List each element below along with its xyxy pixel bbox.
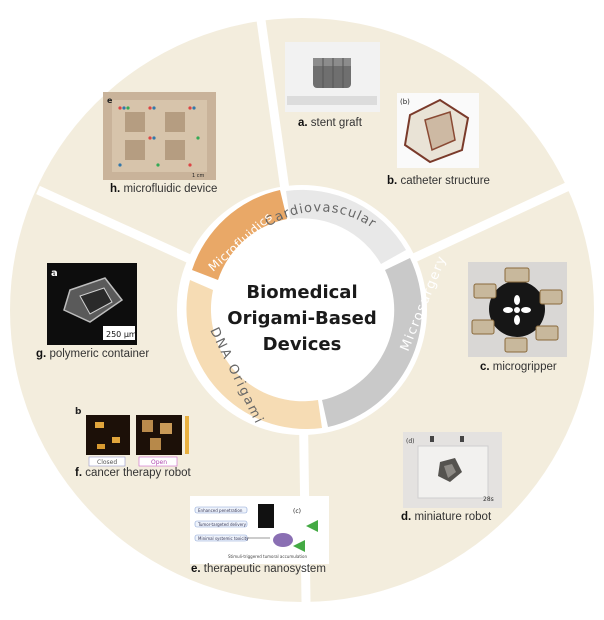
therapeutic-nanosystem-image [190,496,329,564]
band-microfluidics [192,190,287,280]
microgripper-image [468,262,567,357]
caption-polymeric-container: g. polymeric container [36,348,150,360]
miniature-robot-time: 28s [483,496,494,503]
center-title-line-2: Origami-Based [227,308,377,329]
center-title-line-1: Biomedical [246,282,358,303]
center-title: Biomedical Origami-Based Devices [222,280,382,358]
container-scale-label: 250 μm [106,330,137,339]
nanosystem-line-3: Minimal systemic toxicity [198,536,249,541]
caption-catheter-structure: b. catheter structure [387,175,490,187]
miniature-robot-image [403,432,502,508]
polymeric-container-image [47,263,137,345]
nanosystem-line-2: Tumor-targeted delivery [197,522,247,527]
caption-cancer-therapy-robot: f. cancer therapy robot [75,467,191,479]
band-microsurgery [322,258,422,427]
miniature-robot-panel-letter: (d) [406,438,415,445]
caption-stent-graft: a. stent graft [298,117,362,129]
center-title-line-3: Devices [262,334,342,355]
nanosystem-panel-letter: (c) [293,508,301,515]
caption-therapeutic-nanosystem: e. therapeutic nanosystem [191,563,326,575]
catheter-structure-image [397,93,479,168]
nanosystem-bottom-text: Stimuli-triggered tumoral accumulation [228,554,307,559]
cancer-therapy-robot-image [86,415,189,467]
microfluidic-scale-label: 1 cm [192,173,205,179]
band-cardiovascular [286,189,406,264]
caption-miniature-robot: d. miniature robot [401,511,492,523]
microfluidic-device-image [103,92,216,180]
stent-graft-image [285,42,380,112]
catheter-panel-letter: (b) [400,98,410,106]
nanosystem-line-1: Enhanced penetration [198,508,243,513]
caption-microgripper: c. microgripper [480,361,557,373]
open-label: Open [151,459,167,466]
band-dna-origami [186,280,322,430]
closed-label: Closed [97,459,117,466]
caption-microfluidic-device: h. microfluidic device [110,183,218,195]
container-panel-letter: a [51,268,58,279]
center-disc [177,185,427,435]
cancer-robot-panel-letter: b [75,407,82,417]
microfluidic-panel-letter: e [107,96,113,105]
